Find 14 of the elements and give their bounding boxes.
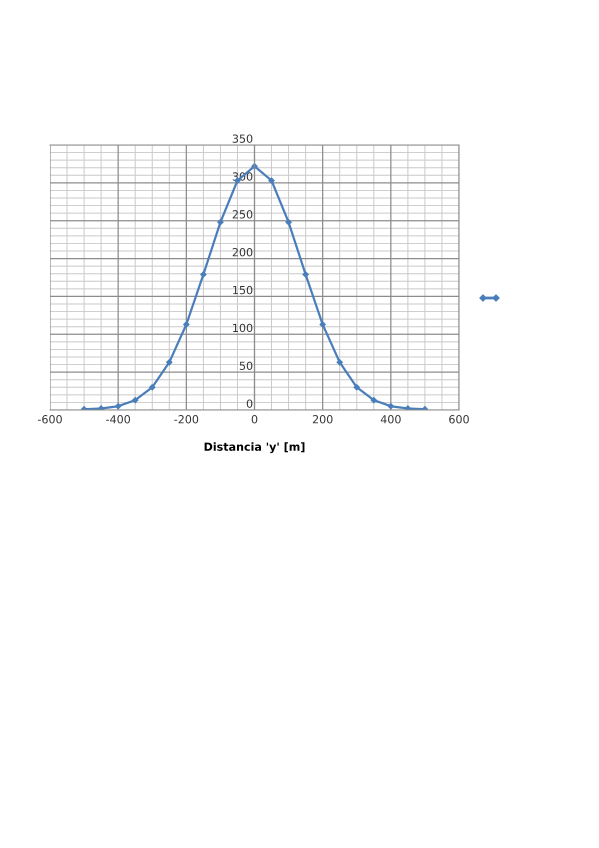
x-tick-label: 400 [380,415,401,424]
y-tick-label: 350 [232,134,252,143]
x-tick-label: 200 [312,415,333,424]
x-tick-label: -600 [38,415,62,424]
y-tick-label: 50 [240,362,252,370]
y-tick-label: 250 [232,210,252,219]
x-axis-title: Distancia 'y' [m] [204,442,304,454]
y-tick-label: 200 [232,248,252,256]
y-tick-label: 0 [246,399,252,408]
x-tick-label: -400 [106,415,130,424]
x-tick-label: 600 [449,415,469,424]
y-tick-label: 100 [233,324,252,332]
y-tick-label: 150 [233,286,252,294]
x-tick-label: -200 [174,415,198,424]
